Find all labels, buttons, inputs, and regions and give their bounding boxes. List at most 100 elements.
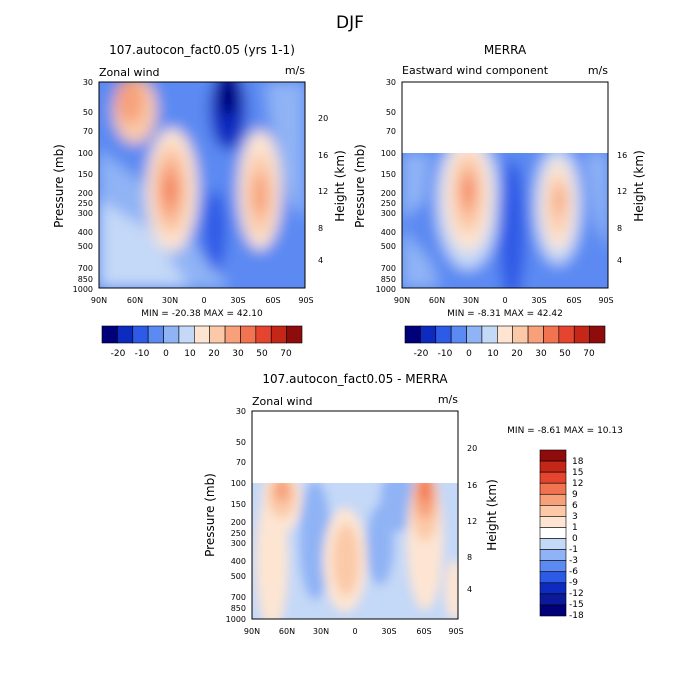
- p3-ytick-70: 70: [236, 458, 246, 467]
- panel2-colorbar: [404, 325, 606, 344]
- p3-ytick-500: 500: [231, 572, 246, 581]
- panel1-units-label: m/s: [285, 64, 305, 77]
- p1-ytick-150: 150: [78, 170, 93, 179]
- cb3-label-18: 18: [572, 457, 584, 467]
- colorbar-swatch: [539, 560, 567, 573]
- p3-htick-16: 16: [467, 481, 477, 490]
- colorbar-swatch: [117, 325, 134, 344]
- panel2-units-label: m/s: [588, 64, 608, 77]
- panel1-height-axis: 20 16 12 8 4: [318, 114, 328, 265]
- panel3-height-axis: 20 16 12 8 4: [467, 444, 477, 594]
- p3-ytick-150: 150: [231, 500, 246, 509]
- p1-xtick-30n: 30N: [162, 296, 178, 305]
- p2-ytick-250: 250: [381, 199, 396, 208]
- p3-xtick-60n: 60N: [279, 627, 295, 636]
- p3-xtick-90s: 90S: [448, 627, 463, 636]
- colorbar-swatch: [527, 325, 544, 344]
- p2-htick-12: 12: [617, 187, 627, 196]
- p2-ytick-300: 300: [381, 209, 396, 218]
- colorbar-swatch: [240, 325, 257, 344]
- p1-ytick-500: 500: [78, 242, 93, 251]
- colorbar-swatch: [539, 460, 567, 473]
- panel-model: 107.autocon_fact0.05 (yrs 1-1) Zonal win…: [52, 43, 347, 359]
- p2-ytick-50: 50: [386, 108, 396, 117]
- colorbar-swatch: [589, 325, 606, 344]
- cb3-label-15: 15: [572, 468, 583, 478]
- p3-ytick-30: 30: [236, 407, 246, 416]
- colorbar-swatch: [558, 325, 575, 344]
- colorbar-swatch: [539, 527, 567, 539]
- panel1-frame: [98, 81, 306, 289]
- cb3-label-m9: -9: [569, 578, 578, 588]
- colorbar-swatch: [270, 325, 287, 344]
- panel2-lat-axis: 90N 60N 30N 0 30S 60S 90S: [394, 296, 614, 305]
- cb1-label-0: 0: [163, 349, 169, 359]
- p1-ytick-300: 300: [78, 209, 93, 218]
- p3-htick-20: 20: [467, 444, 477, 453]
- p3-ytick-1000: 1000: [226, 615, 246, 624]
- cb3-label-m12: -12: [569, 589, 584, 599]
- panel3-lat-axis: 90N 60N 30N 0 30S 60S 90S: [244, 627, 464, 636]
- cb3-label-9: 9: [572, 490, 578, 500]
- colorbar-swatch: [539, 571, 567, 584]
- cb3-label-6: 6: [572, 501, 578, 511]
- p2-htick-16: 16: [617, 151, 627, 160]
- colorbar-swatch: [101, 325, 118, 344]
- panel3-title: 107.autocon_fact0.05 - MERRA: [262, 372, 448, 386]
- colorbar-swatch: [573, 325, 590, 344]
- p3-ytick-850: 850: [231, 604, 246, 613]
- colorbar-swatch: [178, 325, 195, 344]
- colorbar-swatch: [132, 325, 149, 344]
- colorbar-swatch: [539, 549, 567, 561]
- panel1-title: 107.autocon_fact0.05 (yrs 1-1): [109, 43, 295, 57]
- p3-htick-4: 4: [467, 585, 472, 594]
- p2-xtick-30s: 30S: [531, 296, 546, 305]
- cb2-label-50: 50: [559, 349, 571, 359]
- cb2-label-70: 70: [583, 349, 595, 359]
- panel3-heatmap: [252, 411, 458, 619]
- panel1-colorbar: [101, 325, 303, 344]
- cb1-label-50: 50: [256, 349, 268, 359]
- p3-ytick-200: 200: [231, 518, 246, 527]
- panel-merra: MERRA Eastward wind component m/s: [353, 43, 646, 359]
- p2-xtick-60n: 60N: [429, 296, 445, 305]
- colorbar-swatch: [539, 493, 567, 506]
- panel3-frame: [251, 410, 459, 620]
- cb3-label-m6: -6: [569, 567, 578, 577]
- cb1-label-70: 70: [280, 349, 292, 359]
- colorbar-swatch: [194, 325, 210, 344]
- p3-ytick-100: 100: [231, 479, 246, 488]
- p2-xtick-30n: 30N: [463, 296, 479, 305]
- panel1-ylabel: Pressure (mb): [52, 144, 66, 228]
- cb3-label-m18: -18: [569, 611, 584, 621]
- p2-htick-4: 4: [617, 256, 622, 265]
- p1-xtick-60n: 60N: [127, 296, 143, 305]
- colorbar-swatch: [497, 325, 513, 344]
- cb3-label-0: 0: [572, 534, 578, 544]
- cb3-label-3: 3: [572, 512, 578, 522]
- p3-xtick-30n: 30N: [313, 627, 329, 636]
- p2-ytick-850: 850: [381, 275, 396, 284]
- colorbar-swatch: [539, 604, 567, 617]
- cb3-label-m15: -15: [569, 600, 584, 610]
- panel1-lat-axis: 90N 60N 30N 0 30S 60S 90S: [91, 296, 314, 305]
- cb3-label-12: 12: [572, 479, 583, 489]
- p1-xtick-90s: 90S: [298, 296, 313, 305]
- panel1-ylabel-right: Height (km): [333, 150, 347, 221]
- cb3-label-1: 1: [572, 523, 578, 533]
- cb2-label-0: 0: [466, 349, 472, 359]
- p1-ytick-250: 250: [78, 199, 93, 208]
- p3-xtick-30s: 30S: [381, 627, 396, 636]
- colorbar-swatch: [539, 471, 567, 484]
- colorbar-swatch: [512, 325, 529, 344]
- panel2-title: MERRA: [484, 43, 527, 57]
- panel-difference: 107.autocon_fact0.05 - MERRA Zonal wind …: [203, 372, 623, 636]
- p1-ytick-50: 50: [83, 108, 93, 117]
- p3-xtick-0: 0: [352, 627, 357, 636]
- p1-xtick-60s: 60S: [265, 296, 280, 305]
- p2-ytick-700: 700: [381, 264, 396, 273]
- colorbar-swatch: [435, 325, 452, 344]
- p2-ytick-400: 400: [381, 228, 396, 237]
- panel2-colorbar-labels: -20 -10 0 10 20 30 50 70: [414, 349, 595, 359]
